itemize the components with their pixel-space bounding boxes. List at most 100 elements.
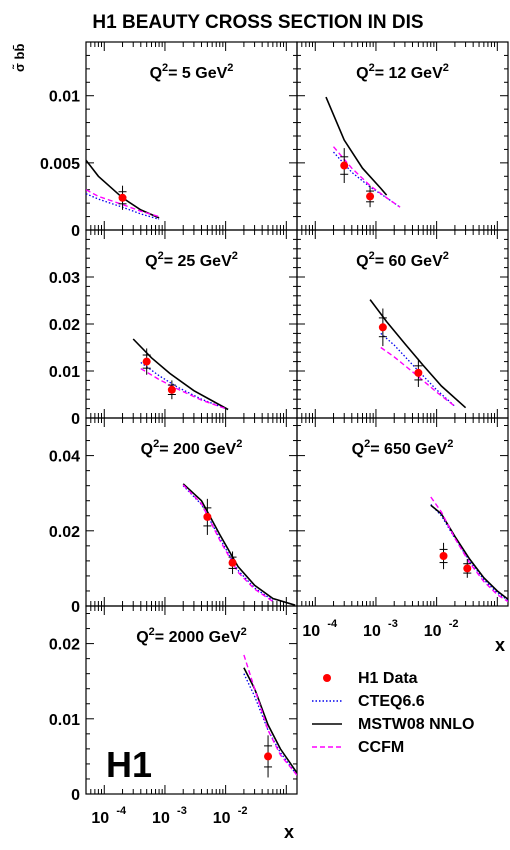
- x-tick-label: 10: [152, 810, 170, 827]
- legend-item: CCFM: [312, 739, 404, 756]
- data-marker: [228, 558, 237, 567]
- data-point: [439, 542, 448, 570]
- series-group: [182, 483, 296, 606]
- panel-grid: 0 0.005 0.01 Q2= 5 GeV2 Q2= 12 GeV2 0 0.01 0.02…: [40, 41, 509, 827]
- data-marker: [439, 551, 448, 560]
- data-marker: [203, 512, 212, 521]
- x-tick-label: 10: [424, 623, 442, 640]
- series-ccfm: [140, 367, 226, 410]
- panel-label: Q2= 200 GeV2: [141, 438, 243, 458]
- panel-label: Q2= 12 GeV2: [356, 62, 449, 82]
- series-ccfm: [430, 496, 508, 603]
- figure-title: H1 BEAUTY CROSS SECTION IN DIS: [92, 12, 423, 33]
- x-tick-exponent: -2: [238, 805, 248, 817]
- x-axis-label-lower: x: [284, 822, 294, 842]
- data-marker: [463, 564, 472, 573]
- series-ccfm: [332, 146, 401, 208]
- y-tick-label: 0.02: [49, 317, 80, 334]
- y-axis-label: σ̃ bb̄: [12, 44, 27, 72]
- h1-logo: H1: [106, 744, 152, 785]
- series-cteq6-6: [182, 485, 274, 601]
- data-marker: [414, 368, 423, 377]
- legend-label: H1 Data: [358, 670, 418, 687]
- y-axis-title: σ̃ bb̄: [12, 44, 27, 72]
- data-marker: [142, 357, 151, 366]
- data-marker: [366, 192, 375, 201]
- data-marker: [340, 161, 349, 170]
- panel-6: Q2= 650 GeV2: [296, 417, 509, 607]
- panel-7: 0 0.01 0.02 Q2= 2000 GeV2: [49, 605, 298, 804]
- data-point: [366, 185, 375, 208]
- legend-marker: [323, 674, 331, 682]
- series-cteq6-6: [140, 361, 226, 410]
- x-tick-label: 10: [302, 623, 320, 640]
- series-cteq6-6: [243, 673, 297, 776]
- series-ccfm: [243, 654, 297, 776]
- series-cteq6-6: [430, 504, 508, 601]
- series-mstw08-nnlo: [182, 483, 296, 606]
- y-tick-label: 0.04: [49, 449, 80, 466]
- y-tick-label: 0: [71, 411, 80, 428]
- data-point: [118, 185, 127, 210]
- y-tick-label: 0: [71, 223, 80, 240]
- panel-label: Q2= 25 GeV2: [145, 250, 238, 270]
- panel-frame: [296, 417, 509, 607]
- panel-4: Q2= 60 GeV2: [296, 229, 509, 419]
- series-group: [369, 299, 467, 409]
- data-marker: [378, 323, 387, 332]
- series-cteq6-6: [333, 151, 401, 208]
- series-mstw08-nnlo: [132, 338, 229, 411]
- x-tick-labels-lower: 10 -4 10 -3 10 -2: [91, 805, 247, 827]
- x-tick-exponent: -4: [116, 805, 127, 817]
- panel-1: 0 0.005 0.01 Q2= 5 GeV2: [40, 41, 298, 240]
- series-group: [86, 159, 160, 220]
- y-tick-label: 0.01: [49, 364, 80, 381]
- legend-item: MSTW08 NNLO: [312, 716, 474, 733]
- data-point: [203, 498, 212, 535]
- x-tick-exponent: -3: [388, 618, 398, 630]
- panel-label: Q2= 650 GeV2: [352, 438, 454, 458]
- x-tick-exponent: -4: [327, 618, 338, 630]
- panel-label: Q2= 60 GeV2: [356, 250, 449, 270]
- data-point: [463, 559, 472, 578]
- legend-item: H1 Data: [323, 670, 418, 687]
- legend: H1 Data CTEQ6.6 MSTW08 NNLO CCFM: [312, 670, 474, 756]
- x-tick-labels-upper: 10 -4 10 -3 10 -2: [302, 618, 458, 640]
- panel-3: 0 0.01 0.02 0.03 Q2= 25 GeV2: [49, 229, 298, 428]
- legend-item: CTEQ6.6: [312, 693, 425, 710]
- data-marker: [118, 193, 127, 202]
- panel-label: Q2= 5 GeV2: [150, 62, 234, 82]
- x-tick-exponent: -2: [449, 618, 459, 630]
- legend-label: CCFM: [358, 739, 404, 756]
- series-ccfm: [182, 484, 274, 603]
- legend-label: MSTW08 NNLO: [358, 716, 474, 733]
- y-tick-label: 0.01: [49, 712, 80, 729]
- y-tick-label: 0.02: [49, 524, 80, 541]
- y-tick-label: 0: [71, 599, 80, 616]
- x-tick-label: 10: [213, 810, 231, 827]
- data-marker: [167, 385, 176, 394]
- series-mstw08-nnlo: [243, 667, 297, 774]
- y-tick-label: 0.005: [40, 156, 80, 173]
- series-group: [325, 96, 401, 208]
- panel-5: 0 0.02 0.04 Q2= 200 GeV2: [49, 417, 298, 616]
- series-mstw08-nnlo: [369, 299, 467, 409]
- panel-2: Q2= 12 GeV2: [296, 41, 509, 231]
- legend-label: CTEQ6.6: [358, 693, 425, 710]
- data-point: [340, 148, 349, 183]
- x-tick-label: 10: [363, 623, 381, 640]
- x-tick-label: 10: [91, 810, 109, 827]
- series-ccfm: [86, 189, 160, 218]
- data-point: [264, 735, 273, 778]
- data-point: [414, 358, 423, 387]
- panel-frame: [85, 605, 298, 795]
- y-tick-label: 0: [71, 787, 80, 804]
- series-mstw08-nnlo: [325, 96, 388, 196]
- data-marker: [264, 752, 273, 761]
- data-point: [142, 348, 151, 375]
- y-tick-label: 0.01: [49, 89, 80, 106]
- series-group: [132, 338, 229, 411]
- x-axis-label-upper: x: [495, 635, 505, 655]
- data-point: [167, 380, 176, 400]
